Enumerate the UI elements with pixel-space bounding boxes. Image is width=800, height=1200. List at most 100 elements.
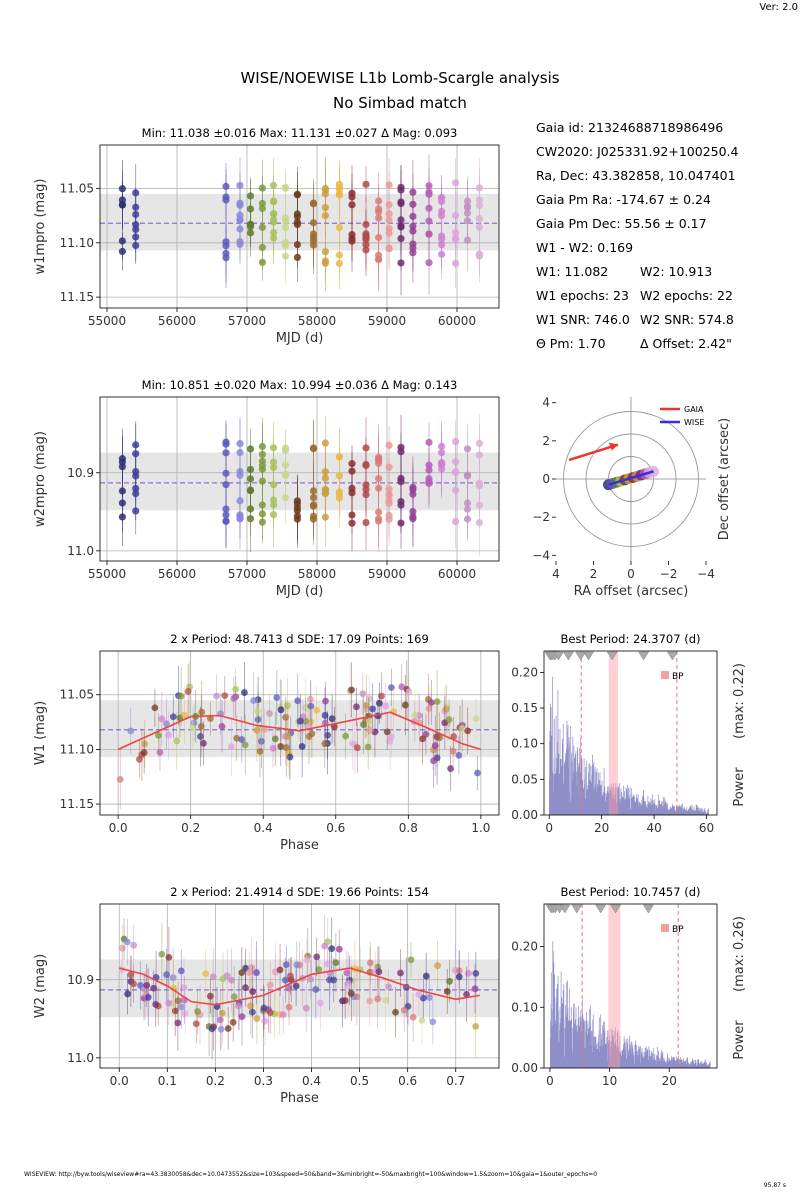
w1-phase-point	[328, 715, 336, 723]
w2-phase-point	[465, 969, 472, 977]
w1-phase-point	[238, 736, 246, 743]
w1-lc-point	[348, 193, 356, 201]
w2-lc-point	[397, 478, 405, 486]
info-w2ep: W2 epochs: 22	[640, 288, 733, 303]
w1-phase-point	[365, 695, 373, 702]
w1-phase-point	[369, 705, 376, 713]
w1-phase-point	[253, 726, 261, 734]
w2-lc-point	[321, 486, 329, 494]
w1-lc-point	[118, 237, 126, 245]
w1-periodogram-ytick-label: 0.10	[511, 737, 538, 751]
w2-phase-point	[127, 971, 135, 979]
w2-phase-ytick-label: 10.9	[67, 973, 94, 987]
w2-lc-point	[425, 438, 433, 446]
w2-phase-point	[165, 954, 173, 961]
w1-phase-point	[277, 743, 285, 750]
w2-phase-point	[281, 976, 289, 984]
offset-plot-ytick-label: 4	[542, 396, 550, 410]
w1-phase-point	[253, 707, 261, 715]
w2-lc-point	[385, 499, 393, 507]
w2-phase-point	[202, 970, 210, 978]
w1-phase-point	[455, 751, 463, 759]
w1-lc-point	[321, 259, 329, 267]
w1-phase-point	[284, 733, 292, 740]
info-offset: Δ Offset: 2.42"	[640, 336, 732, 351]
w1-periodogram-power-spectrum	[549, 676, 709, 815]
version-label: Ver: 2.0	[759, 2, 798, 13]
offset-plot-legend-label: GAIA	[684, 405, 704, 414]
w2-lc-xtick-label: 57000	[228, 567, 266, 581]
w2-phase-point	[235, 1002, 242, 1010]
w1-phase-point	[169, 713, 177, 721]
w2-phase-point	[323, 960, 331, 968]
w2-phase-point	[293, 961, 301, 969]
w1-periodogram-peak-marker	[552, 651, 564, 661]
w2-phase-point	[328, 945, 336, 953]
w2-lc-frame	[99, 396, 500, 562]
w1-lc-point	[438, 194, 446, 202]
w2-periodogram-power-spectrum	[549, 941, 711, 1068]
w2-lc-point	[132, 507, 140, 515]
w1-phase-point	[430, 757, 437, 765]
w2-lc-point	[425, 479, 433, 487]
w1-phase-point	[411, 711, 419, 719]
w1-phase-point	[401, 701, 409, 709]
page-title: WISE/NOEWISE L1b Lomb-Scargle analysis	[240, 69, 560, 87]
w1-periodogram-ytick-label: 0.20	[511, 665, 538, 679]
w1-periodogram-xtick-label: 40	[646, 821, 661, 835]
w1-lc-point	[321, 211, 329, 220]
offset-plot-ytick-label: −4	[532, 548, 550, 562]
w2-phase-point	[375, 968, 383, 976]
w2-periodogram-ylabel-max: (max: 0.26)	[732, 916, 747, 992]
w1-phase-point	[116, 775, 124, 783]
w2-phase-point	[426, 994, 433, 1001]
w2-lc-point	[246, 465, 255, 474]
w2-periodogram-peak-marker	[610, 904, 622, 914]
w1-phase-point	[308, 730, 316, 738]
w2-phase-point	[253, 1015, 261, 1022]
w2-phase-point	[335, 945, 343, 953]
w1-phase-xtick-label: 1.0	[471, 821, 490, 835]
w1-phase-point	[363, 701, 370, 709]
w1-phase-title: 2 x Period: 48.7413 d SDE: 17.09 Points:…	[170, 632, 429, 646]
w1-phase-point	[445, 716, 453, 723]
w2-lc-title: Min: 10.851 ±0.020 Max: 10.994 ±0.036 Δ …	[142, 378, 458, 392]
w2-phase-point	[343, 969, 351, 977]
w2-phase-point	[165, 999, 173, 1007]
w1-phase-point	[213, 692, 220, 700]
w2-lc-chart: 55000 56000 57000 58000 59000 60000 10.9 11.0 Mi…	[33, 378, 500, 599]
w2-periodogram-ytick-label: 0.00	[511, 1061, 538, 1075]
page-subtitle: No Simbad match	[333, 94, 467, 112]
w2-phase-point	[472, 1022, 480, 1030]
w1-lc-point	[270, 234, 278, 242]
w2-phase-point	[347, 990, 355, 997]
w1-phase-point	[250, 697, 257, 704]
w2-phase-point	[385, 983, 392, 991]
w1-lc-point	[222, 193, 230, 201]
w2-lc-point	[452, 468, 460, 476]
w2-periodogram-legend-label: BP	[672, 925, 684, 935]
w1-lc-point	[321, 186, 329, 194]
w2-phase-chart: 0.0 0.1 0.2 0.3 0.4 0.5 0.6 0.7 10.9 11.0 2 x Peri…	[33, 885, 500, 1106]
w1-lc-xtick-label: 60000	[438, 314, 476, 328]
offset-plot-gaia-arrowhead	[608, 442, 618, 451]
w1-phase-point	[382, 702, 389, 710]
w1-lc-point	[236, 240, 244, 248]
w2-periodogram-peak-marker	[595, 904, 607, 914]
w1-phase-model-line	[117, 711, 482, 751]
w2-periodogram-chart: 0 10 20 0.00 0.10 0.20 BP Best Period: 10.7457 …	[511, 885, 747, 1088]
w2-phase-xtick-label: 0.7	[446, 1074, 465, 1088]
w1-periodogram-xtick-label: 20	[594, 821, 609, 835]
w2-lc-point	[463, 499, 472, 507]
w2-phase-point	[407, 956, 415, 964]
info-thetapm: Θ Pm: 1.70	[536, 336, 606, 351]
w1-phase-frame	[99, 650, 500, 816]
offset-plot-ytick-label: −2	[532, 510, 550, 524]
offset-plot-xlabel: RA offset (arcsec)	[574, 584, 689, 599]
w1-lc-point	[375, 205, 383, 213]
w2-lc-point	[321, 513, 329, 521]
w2-phase-point	[230, 993, 238, 1001]
w2-phase-point	[312, 986, 320, 993]
w1-phase-point	[256, 747, 264, 755]
